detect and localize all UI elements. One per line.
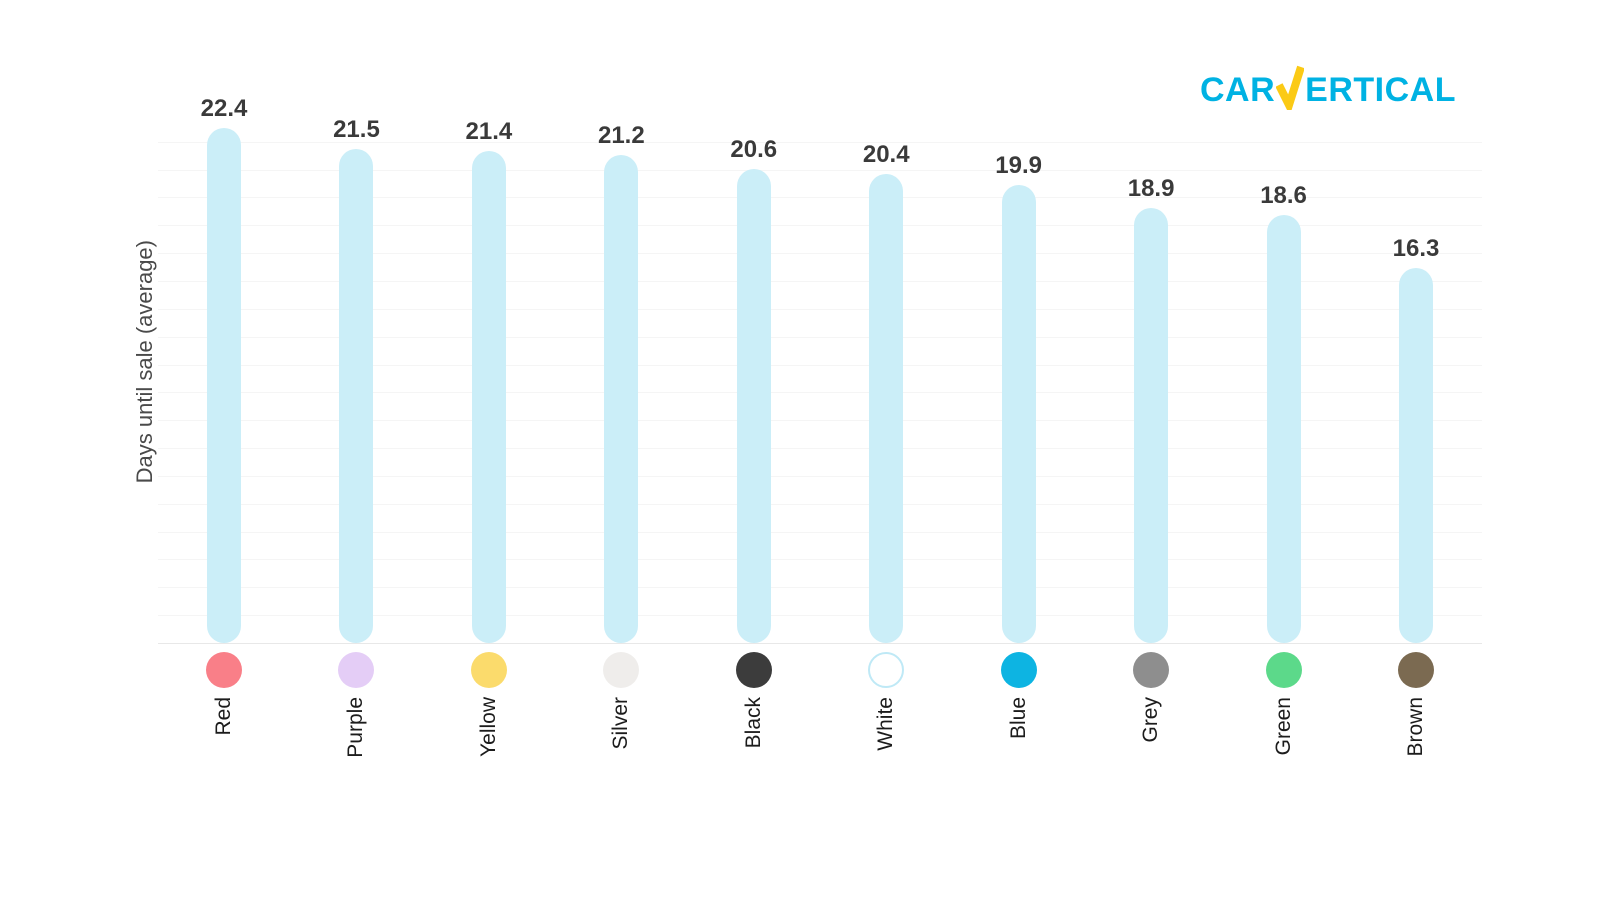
bar-grey: [1134, 208, 1169, 643]
category-label-yellow: Yellow: [476, 697, 500, 757]
value-label-silver: 21.2: [597, 122, 645, 150]
value-label-grey: 18.9: [1127, 175, 1175, 203]
bar-silver: [604, 155, 639, 643]
bar-purple: [339, 148, 374, 643]
value-label-yellow: 21.4: [465, 117, 513, 145]
grid-line: [158, 308, 1482, 310]
category-label-brown: Brown: [1403, 697, 1427, 757]
category-label-green: Green: [1271, 697, 1295, 756]
logo-text-ertical: ERTICAL: [1305, 71, 1456, 109]
color-dot-grey: [1133, 652, 1170, 688]
grid-line: [158, 531, 1482, 533]
color-dot-blue: [1000, 652, 1037, 688]
carvertical-logo: CAR ERTICAL: [1200, 64, 1456, 110]
grid-line: [158, 253, 1482, 255]
grid-line: [158, 615, 1482, 617]
grid-line: [158, 559, 1482, 561]
color-dot-yellow: [470, 652, 507, 688]
value-label-brown: 16.3: [1392, 235, 1440, 263]
logo-text-car: CAR: [1200, 71, 1276, 109]
category-label-white: White: [874, 697, 898, 751]
grid-line: [158, 503, 1482, 505]
grid-line: [158, 420, 1482, 422]
value-label-black: 20.6: [730, 136, 778, 164]
color-dot-white: [868, 652, 905, 688]
color-dot-silver: [603, 652, 640, 688]
grid-line: [158, 280, 1482, 282]
grid-line: [158, 587, 1482, 589]
category-label-silver: Silver: [609, 697, 633, 750]
value-label-red: 22.4: [200, 94, 248, 122]
bar-yellow: [471, 150, 506, 643]
bar-red: [207, 127, 241, 643]
category-label-red: Red: [212, 697, 235, 736]
logo-v-check-icon: [1276, 65, 1305, 110]
value-label-white: 20.4: [862, 140, 910, 168]
grid-line: [158, 197, 1482, 199]
category-label-purple: Purple: [344, 697, 368, 758]
value-label-green: 18.6: [1260, 182, 1307, 210]
bar-white: [869, 173, 904, 643]
grid-line: [158, 336, 1482, 338]
color-dot-red: [206, 652, 242, 688]
category-label-blue: Blue: [1006, 697, 1030, 740]
grid-line: [158, 169, 1482, 171]
color-dot-brown: [1397, 652, 1434, 688]
grid-line: [158, 225, 1482, 227]
color-dot-black: [735, 652, 772, 688]
bar-green: [1266, 215, 1301, 643]
bar-brown: [1398, 268, 1433, 643]
bar-blue: [1001, 185, 1036, 643]
value-label-purple: 21.5: [333, 115, 380, 143]
value-label-blue: 19.9: [995, 152, 1043, 180]
color-dot-green: [1265, 652, 1302, 688]
grid-line: [158, 448, 1482, 450]
grid-line: [158, 475, 1482, 477]
grid-line: [158, 364, 1482, 366]
grid-line: [158, 392, 1482, 394]
color-dot-purple: [338, 652, 375, 688]
grid-line: [158, 141, 1482, 143]
category-label-grey: Grey: [1139, 697, 1163, 743]
x-axis-baseline: [158, 643, 1482, 644]
bar-black: [736, 169, 771, 643]
category-label-black: Black: [741, 697, 765, 749]
